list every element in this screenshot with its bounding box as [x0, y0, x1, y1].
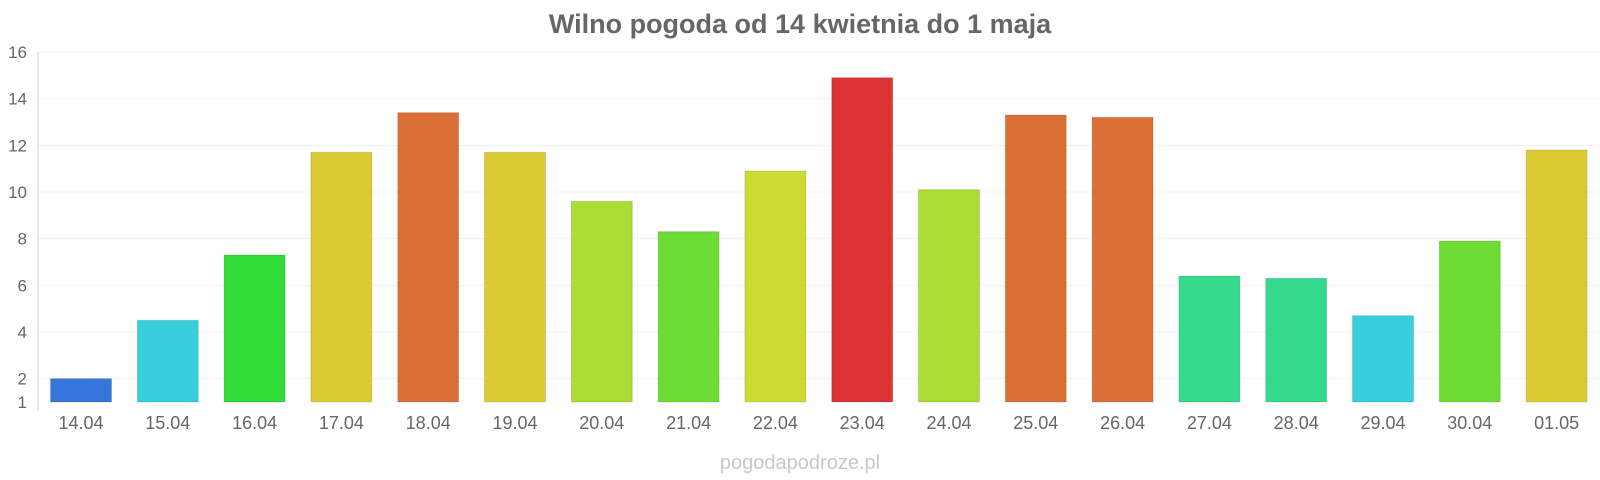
bar-25.04	[1004, 114, 1067, 403]
x-tick-label: 01.05	[1534, 413, 1579, 433]
bars	[50, 77, 1588, 403]
y-tick-label: 6	[18, 276, 27, 295]
x-tick-label: 30.04	[1447, 413, 1492, 433]
x-tick-label: 20.04	[579, 413, 624, 433]
x-tick-label: 25.04	[1013, 413, 1058, 433]
bar-26.04	[1091, 116, 1154, 403]
x-tick-label: 28.04	[1274, 413, 1319, 433]
y-tick-label: 12	[8, 136, 27, 155]
bar-30.04	[1438, 240, 1501, 403]
x-tick-label: 21.04	[666, 413, 711, 433]
bar-28.04	[1265, 277, 1328, 403]
y-tick-label: 14	[8, 90, 27, 109]
chart-title: Wilno pogoda od 14 kwietnia do 1 maja	[549, 9, 1052, 39]
x-tick-label: 24.04	[926, 413, 971, 433]
x-axis: 14.04 15.04 16.04 17.04 18.04 19.04 20.04 21.04…	[58, 413, 1579, 433]
y-tick-label: 2	[18, 370, 27, 389]
x-tick-label: 23.04	[840, 413, 885, 433]
bar-14.04	[50, 378, 112, 403]
x-tick-label: 22.04	[753, 413, 798, 433]
y-tick-label: 16	[8, 43, 27, 62]
y-tick-label: 8	[18, 230, 27, 249]
bar-27.04	[1178, 275, 1241, 403]
x-tick-label: 15.04	[145, 413, 190, 433]
gridlines	[38, 51, 1600, 380]
bar-15.04	[136, 319, 199, 403]
bar-29.04	[1352, 315, 1414, 403]
x-tick-label: 16.04	[232, 413, 277, 433]
bar-01.05	[1525, 149, 1588, 403]
bar-19.04	[484, 151, 546, 403]
x-tick-label: 27.04	[1187, 413, 1232, 433]
bar-21.04	[657, 231, 720, 403]
bar-24.04	[918, 189, 980, 403]
x-tick-label: 19.04	[492, 413, 537, 433]
x-tick-label: 26.04	[1100, 413, 1145, 433]
x-tick-label: 14.04	[58, 413, 103, 433]
y-tick-label: 4	[18, 323, 27, 342]
y-tick-label: 10	[8, 183, 27, 202]
bar-18.04	[397, 112, 460, 403]
bar-20.04	[570, 200, 633, 403]
x-tick-label: 29.04	[1360, 413, 1405, 433]
credit-text: pogodapodroze.pl	[720, 452, 880, 474]
x-tick-label: 17.04	[319, 413, 364, 433]
bar-16.04	[223, 254, 286, 403]
bar-23.04	[831, 77, 894, 403]
bar-22.04	[744, 170, 807, 403]
y-tick-label: 1	[18, 393, 27, 412]
x-tick-label: 18.04	[406, 413, 451, 433]
bar-17.04	[310, 151, 373, 403]
